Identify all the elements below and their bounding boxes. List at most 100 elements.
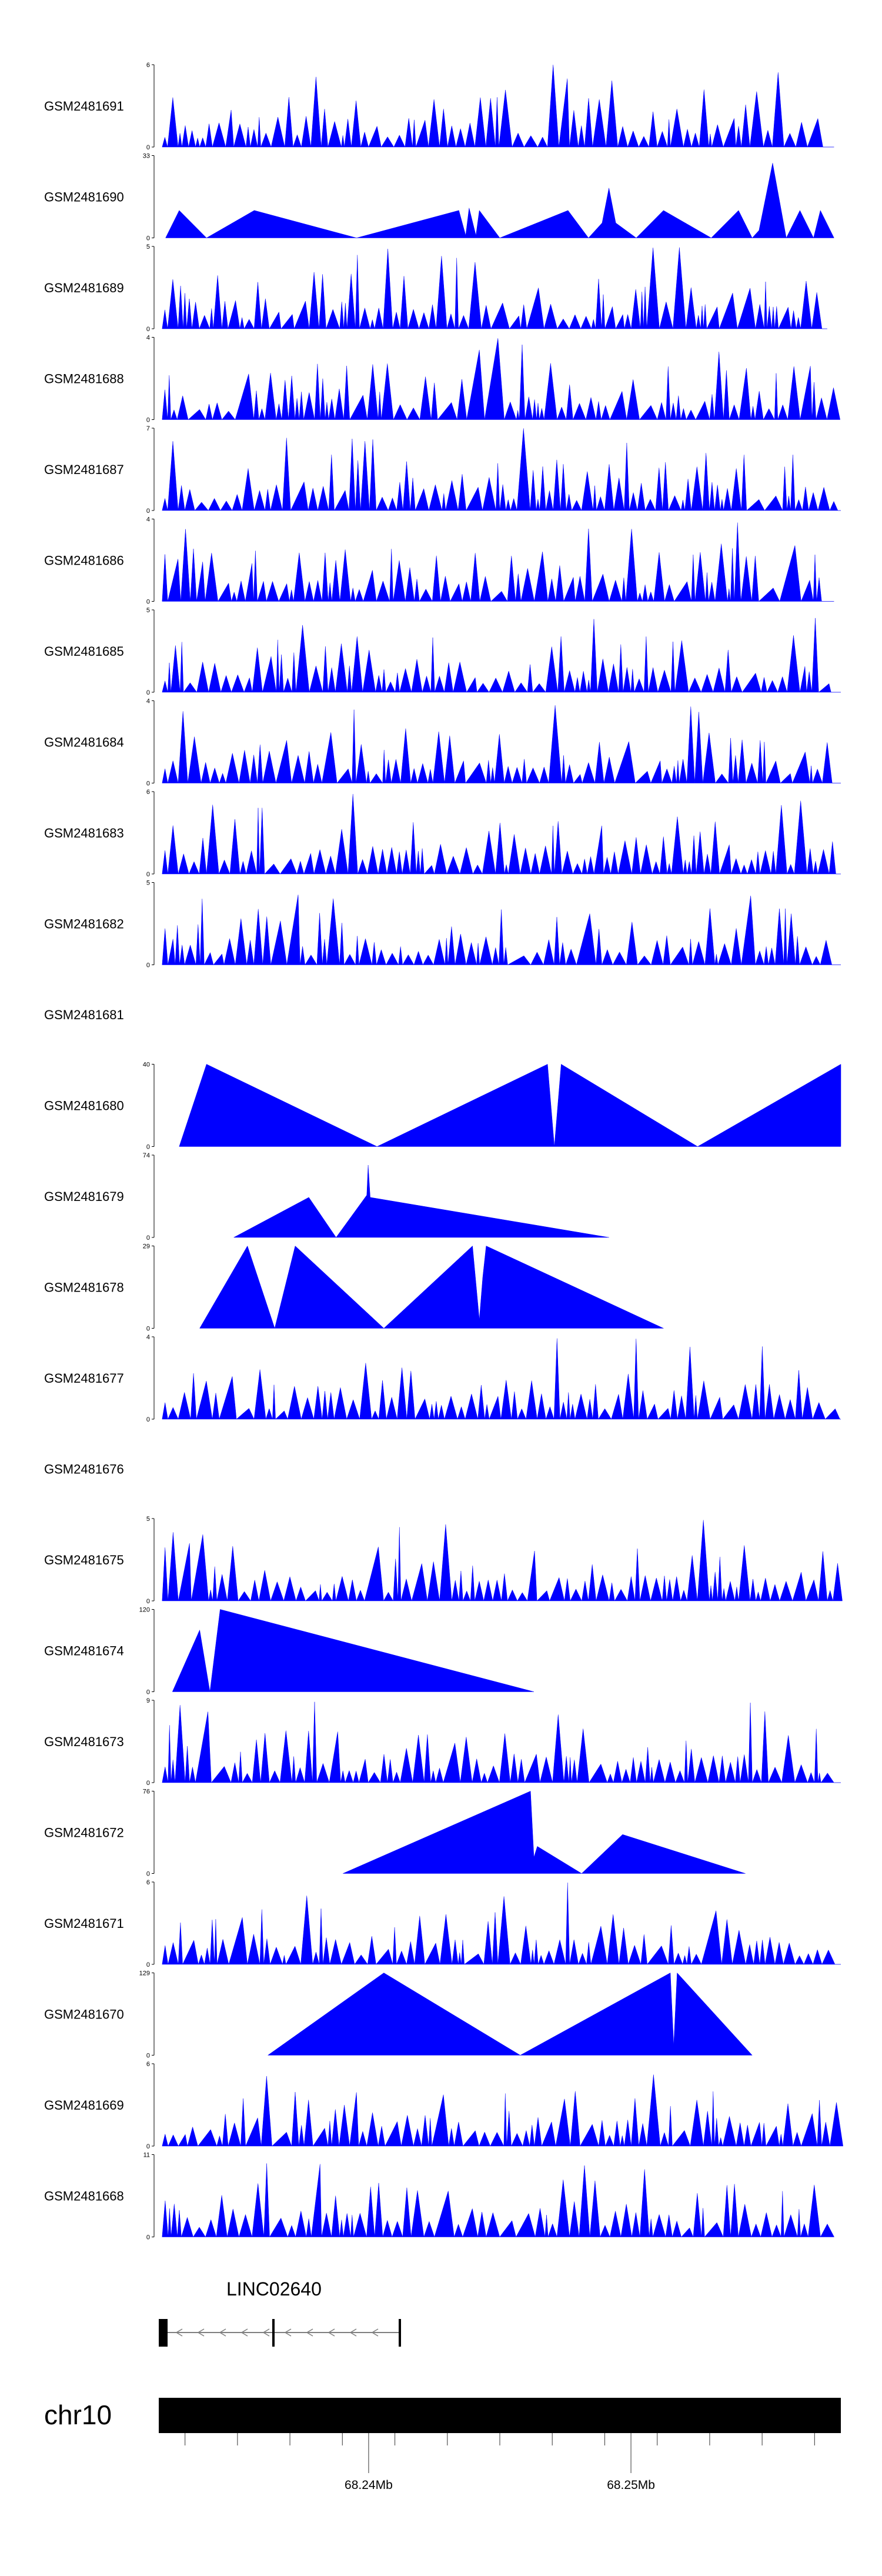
y-tick-label-max: 9	[146, 1697, 150, 1704]
track-GSM2481686: GSM2481686 4 0	[44, 516, 834, 606]
strand-arrow	[240, 2328, 248, 2337]
y-tick-label-min: 0	[146, 1871, 150, 1878]
coverage-area	[162, 2163, 835, 2238]
strand-arrow	[371, 2328, 379, 2337]
coverage-area	[233, 1164, 609, 1238]
y-tick-label-max: 76	[143, 1788, 150, 1796]
track-label: GSM2481681	[44, 1007, 124, 1022]
y-tick-label-min: 0	[146, 235, 150, 242]
track-GSM2481680: GSM2481680 40 0	[44, 1062, 841, 1151]
track-label: GSM2481680	[44, 1099, 124, 1113]
y-tick-label-max: 6	[146, 1879, 150, 1886]
y-tick-label-min: 0	[146, 962, 150, 969]
x-axis-ticks: 68.24Mb 68.25Mb	[185, 2433, 815, 2492]
track-label: GSM2481685	[44, 644, 124, 659]
coverage-area	[162, 428, 841, 511]
x-tick-label: 68.24Mb	[345, 2478, 393, 2492]
coverage-area	[162, 522, 834, 602]
track-GSM2481668: GSM2481668 11 0	[44, 2152, 835, 2241]
track-label: GSM2481675	[44, 1553, 124, 1567]
y-tick-label-min: 0	[146, 1416, 150, 1423]
coverage-area	[343, 1791, 746, 1874]
strand-arrow	[306, 2328, 313, 2337]
track-GSM2481691: GSM2481691 6 0	[44, 62, 834, 151]
track-GSM2481684: GSM2481684 4 0	[44, 698, 841, 788]
coverage-area	[199, 1245, 664, 1329]
track-GSM2481690: GSM2481690 33 0	[44, 153, 834, 242]
y-tick-label-min: 0	[146, 1961, 150, 1968]
y-tick-label-min: 0	[146, 326, 150, 333]
coverage-area	[179, 1064, 841, 1147]
track-label: GSM2481687	[44, 462, 124, 477]
track-GSM2481688: GSM2481688 4 0	[44, 335, 841, 424]
y-tick-label-max: 6	[146, 789, 150, 796]
strand-arrow	[349, 2328, 357, 2337]
y-tick-label-max: 5	[146, 607, 150, 614]
y-tick-label-max: 29	[143, 1243, 150, 1250]
track-GSM2481671: GSM2481671 6 0	[44, 1879, 841, 1968]
y-tick-label-min: 0	[146, 599, 150, 606]
coverage-area	[162, 338, 841, 421]
y-tick-label-min: 0	[146, 1144, 150, 1151]
coverage-area	[162, 794, 841, 875]
y-tick-label-min: 0	[146, 1780, 150, 1787]
chromosome-axis: chr10 68.24Mb 68.25Mb	[44, 2398, 841, 2492]
y-tick-label-min: 0	[146, 2053, 150, 2060]
strand-arrow	[175, 2328, 183, 2337]
y-tick-label-min: 0	[146, 2143, 150, 2150]
track-GSM2481687: GSM2481687 7 0	[44, 425, 841, 515]
track-label: GSM2481691	[44, 99, 124, 114]
y-tick-label-max: 11	[143, 2152, 150, 2159]
strand-arrow	[262, 2328, 270, 2337]
y-tick-label-max: 74	[143, 1152, 150, 1159]
track-label: GSM2481674	[44, 1644, 124, 1659]
y-tick-label-min: 0	[146, 1689, 150, 1696]
track-GSM2481679: GSM2481679 74 0	[44, 1152, 609, 1242]
y-tick-label-max: 4	[146, 335, 150, 342]
track-GSM2481675: GSM2481675 5 0	[44, 1516, 843, 1605]
y-tick-label-min: 0	[146, 780, 150, 788]
y-tick-label-max: 129	[139, 1970, 150, 1977]
y-tick-label-min: 0	[146, 1234, 150, 1242]
x-tick-label: 68.25Mb	[607, 2478, 655, 2492]
y-tick-label-max: 33	[143, 153, 150, 160]
coverage-area	[162, 2074, 843, 2147]
y-tick-label-max: 4	[146, 698, 150, 705]
y-tick-label-min: 0	[146, 2234, 150, 2241]
coverage-area	[172, 1609, 534, 1692]
y-tick-label-max: 4	[146, 516, 150, 523]
chromosome-bar	[159, 2398, 841, 2433]
y-tick-label-min: 0	[146, 417, 150, 424]
coverage-area	[267, 1972, 753, 2056]
coverage-area	[162, 705, 841, 784]
track-label: GSM2481676	[44, 1462, 124, 1477]
track-GSM2481669: GSM2481669 6 0	[44, 2061, 843, 2150]
track-label: GSM2481683	[44, 826, 124, 840]
track-label: GSM2481668	[44, 2189, 124, 2204]
track-label: GSM2481672	[44, 1826, 124, 1840]
track-GSM2481685: GSM2481685 5 0	[44, 607, 841, 696]
coverage-area	[162, 1520, 843, 1601]
gene-exon-mid	[272, 2319, 275, 2347]
track-label: GSM2481673	[44, 1734, 124, 1749]
coverage-area	[162, 65, 834, 148]
coverage-area	[162, 1701, 841, 1783]
y-tick-label-max: 5	[146, 1516, 150, 1523]
strand-arrows	[175, 2328, 379, 2337]
track-label: GSM2481684	[44, 735, 124, 750]
gene-track: LINC02640	[159, 2278, 401, 2347]
track-label: GSM2481670	[44, 2007, 124, 2022]
coverage-area	[162, 618, 841, 693]
coverage-area	[165, 163, 834, 239]
y-tick-label-min: 0	[146, 1326, 150, 1333]
y-tick-label-max: 5	[146, 880, 150, 887]
y-tick-label-max: 7	[146, 425, 150, 432]
track-GSM2481677: GSM2481677 4 0	[44, 1334, 841, 1423]
y-tick-label-max: 6	[146, 2061, 150, 2068]
track-GSM2481672: GSM2481672 76 0	[44, 1788, 746, 1878]
track-GSM2481681: GSM2481681	[44, 1007, 124, 1022]
y-tick-label-min: 0	[146, 689, 150, 696]
track-label: GSM2481682	[44, 917, 124, 932]
track-GSM2481673: GSM2481673 9 0	[44, 1697, 841, 1787]
chromosome-label: chr10	[44, 2400, 112, 2430]
